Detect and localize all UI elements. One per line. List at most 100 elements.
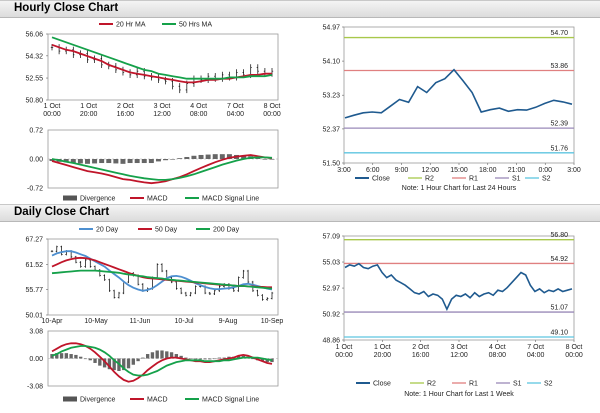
tick-line: 00:00 bbox=[263, 111, 281, 118]
tick-line: 20:00 bbox=[80, 111, 98, 118]
daily-charts-panel: 20 Day 50 Day 200 Day67.2761.5255.7750.011… bbox=[25, 227, 583, 404]
x-tick-label: 3:00 bbox=[567, 167, 581, 174]
x-tick-label: 10-Sep bbox=[261, 318, 284, 325]
y-tick-label: 53.23 bbox=[322, 93, 340, 100]
macd-y-tick-label: 0.00 bbox=[29, 157, 43, 164]
tick-line: 9-Aug bbox=[219, 318, 238, 325]
divergence-bar bbox=[88, 358, 92, 361]
macd-y-tick-label: 3.08 bbox=[29, 329, 43, 336]
divergence-bar bbox=[55, 353, 59, 359]
level-label-s2: 49.10 bbox=[550, 329, 568, 336]
tick-line: 04:00 bbox=[527, 352, 545, 359]
divergence-bar bbox=[269, 159, 275, 160]
tick-line: 4 Oct bbox=[190, 103, 207, 110]
divergence-bar bbox=[59, 353, 64, 359]
macd-line bbox=[51, 154, 273, 185]
divergence-bar bbox=[85, 159, 90, 164]
tick-line: 12:00 bbox=[450, 352, 468, 359]
divergence-bar bbox=[174, 354, 179, 359]
divergence-bar bbox=[131, 358, 135, 365]
divergence-bar bbox=[112, 358, 116, 371]
price-plot-frame bbox=[47, 33, 279, 101]
x-tick-label: 11-Jun bbox=[130, 318, 151, 325]
divergence-bar bbox=[92, 159, 98, 164]
divergence-bar bbox=[107, 358, 112, 370]
divergence-bar bbox=[120, 159, 126, 164]
close-line bbox=[344, 68, 573, 119]
tick-line: 1 Oct bbox=[44, 103, 61, 110]
y-tick-label: 50.92 bbox=[322, 311, 340, 318]
tick-line: 3 Oct bbox=[451, 344, 468, 351]
tick-line: 08:00 bbox=[190, 111, 208, 118]
divergence-bar bbox=[198, 358, 202, 360]
divergence-bar bbox=[122, 358, 126, 371]
divergence-bar bbox=[150, 352, 155, 359]
legend-r1: R1 bbox=[469, 176, 478, 183]
x-tick-label: 8 Oct 00:00 bbox=[565, 344, 583, 359]
tick-line: 04:00 bbox=[227, 111, 245, 118]
divergence-bar bbox=[83, 358, 88, 360]
daily-section-header: Daily Close Chart bbox=[0, 204, 600, 222]
macd-y-tick-label: -0.72 bbox=[27, 186, 43, 193]
ma-line-200-day bbox=[51, 269, 273, 290]
x-tick-label: 15:00 bbox=[450, 167, 468, 174]
divergence-bar bbox=[99, 159, 105, 164]
y-tick-label: 48.86 bbox=[322, 338, 340, 345]
macd-line bbox=[51, 342, 273, 383]
divergence-bar bbox=[102, 358, 107, 368]
divergence-bar bbox=[165, 351, 169, 359]
y-tick-label: 52.55 bbox=[25, 76, 43, 83]
x-tick-label: 10-Jul bbox=[174, 318, 194, 325]
divergence-bar bbox=[70, 159, 76, 164]
divergence-bar bbox=[126, 358, 131, 369]
x-tick-label: 3:00 bbox=[337, 167, 351, 174]
y-tick-label: 50.01 bbox=[25, 313, 43, 320]
macd-y-tick-label: -3.08 bbox=[27, 384, 43, 391]
hourly-section-header: Hourly Close Chart bbox=[0, 0, 600, 18]
x-tick-label: 1 Oct 20:00 bbox=[374, 344, 392, 359]
x-tick-label: 9:00 bbox=[395, 167, 409, 174]
divergence-bar bbox=[212, 358, 217, 360]
tick-line: 20:00 bbox=[374, 352, 392, 359]
tick-line: 8 Oct bbox=[264, 103, 281, 110]
chart-note: Note: 1 Hour Chart for Last 1 Week bbox=[404, 391, 514, 398]
y-tick-label: 56.06 bbox=[25, 32, 43, 39]
x-tick-label: 7 Oct 04:00 bbox=[527, 344, 545, 359]
x-tick-label: 21:00 bbox=[508, 167, 526, 174]
tick-line: 8 Oct bbox=[566, 344, 583, 351]
divergence-bar bbox=[134, 159, 140, 164]
divergence-bar bbox=[63, 159, 69, 163]
divergence-bar bbox=[184, 156, 190, 159]
divergence-bar bbox=[222, 357, 226, 359]
divergence-bar bbox=[208, 358, 212, 360]
y-tick-label: 57.09 bbox=[322, 234, 340, 241]
divergence-bar bbox=[127, 159, 133, 164]
level-label-s1: 51.07 bbox=[550, 305, 568, 312]
legend-s2: S2 bbox=[542, 176, 551, 183]
y-tick-label: 52.97 bbox=[322, 286, 340, 293]
divergence-bar bbox=[64, 353, 69, 359]
legend-close: Close bbox=[373, 381, 391, 388]
tick-line: 7 Oct bbox=[227, 103, 244, 110]
divergence-bar bbox=[193, 358, 198, 360]
divergence-bar bbox=[251, 358, 255, 360]
legend-20-hr-ma: 20 Hr MA bbox=[116, 22, 146, 29]
divergence-bar bbox=[198, 154, 204, 159]
macd-signal-line bbox=[51, 345, 273, 377]
tick-line: 7 Oct bbox=[527, 344, 544, 351]
divergence-bar bbox=[169, 352, 174, 359]
level-label-r1: 53.86 bbox=[550, 63, 568, 70]
divergence-bar bbox=[260, 358, 265, 362]
tick-line: 10-May bbox=[84, 318, 108, 325]
close-plot-frame bbox=[343, 235, 575, 341]
legend-s1: S1 bbox=[512, 176, 521, 183]
divergence-bar bbox=[205, 154, 211, 159]
tick-line: 4 Oct bbox=[489, 344, 506, 351]
legend-divergence: Divergence bbox=[80, 196, 116, 203]
x-tick-label: 9-Aug bbox=[219, 318, 238, 325]
divergence-bar bbox=[179, 355, 183, 359]
x-tick-label: 2 Oct 16:00 bbox=[117, 103, 135, 118]
y-tick-label: 54.97 bbox=[322, 25, 340, 32]
legend-macd: MACD bbox=[147, 397, 168, 404]
